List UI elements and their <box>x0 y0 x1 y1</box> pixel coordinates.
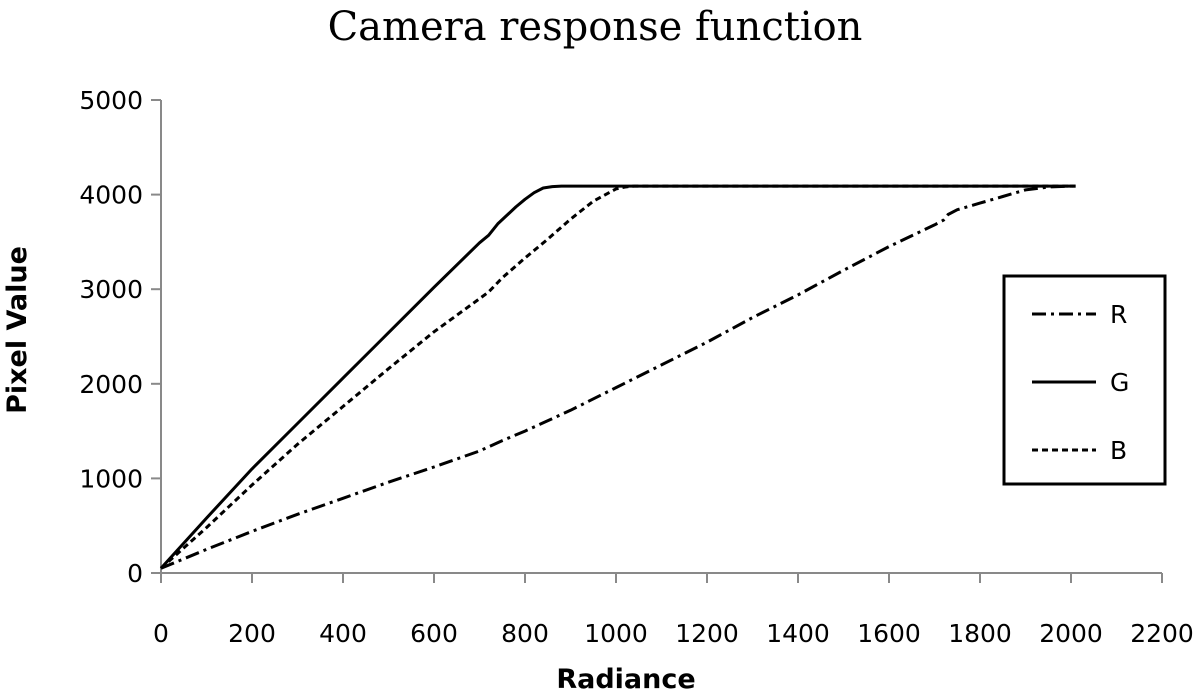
legend-label-b: B <box>1110 436 1127 465</box>
y-tick-label: 2000 <box>79 370 143 399</box>
series-line-r <box>160 184 1076 570</box>
x-tick-label: 2200 <box>1130 619 1194 648</box>
y-tick-label: 1000 <box>79 464 143 493</box>
x-tick-label: 600 <box>410 619 458 648</box>
x-tick-label: 1600 <box>857 619 921 648</box>
series-line-g <box>159 184 1076 570</box>
y-axis-label: Pixel Value <box>2 246 33 414</box>
legend-label-g: G <box>1110 368 1129 397</box>
x-tick-label: 1800 <box>948 619 1012 648</box>
y-tick-label: 3000 <box>79 275 143 304</box>
x-axis-label: Radiance <box>556 664 695 692</box>
chart-title: Camera response function <box>328 4 863 50</box>
y-axis-ticks: 0 1000 2000 3000 4000 5000 <box>79 86 161 588</box>
legend-items: R G B <box>1032 300 1129 465</box>
legend-box <box>1002 274 1167 486</box>
x-tick-label: 200 <box>228 619 276 648</box>
legend: R G B <box>1002 274 1167 486</box>
x-tick-label: 1000 <box>584 619 648 648</box>
x-tick-label: 400 <box>319 619 367 648</box>
series-line-b <box>159 184 1076 570</box>
x-tick-label: 2000 <box>1039 619 1103 648</box>
legend-label-r: R <box>1110 300 1127 329</box>
x-tick-label: 800 <box>501 619 549 648</box>
x-tick-label: 1400 <box>766 619 830 648</box>
plot-area: 0 1000 2000 3000 4000 5000 0 200 400 600 800 1000 1… <box>79 86 1193 648</box>
y-tick-label: 5000 <box>79 86 143 115</box>
y-tick-label: 4000 <box>79 181 143 210</box>
x-tick-label: 1200 <box>675 619 739 648</box>
y-tick-label: 0 <box>127 559 143 588</box>
x-tick-label: 0 <box>153 619 169 648</box>
x-axis-ticks: 0 200 400 600 800 1000 1200 1400 1600 1800 2000 220… <box>153 573 1194 648</box>
series-layer <box>159 184 1076 570</box>
